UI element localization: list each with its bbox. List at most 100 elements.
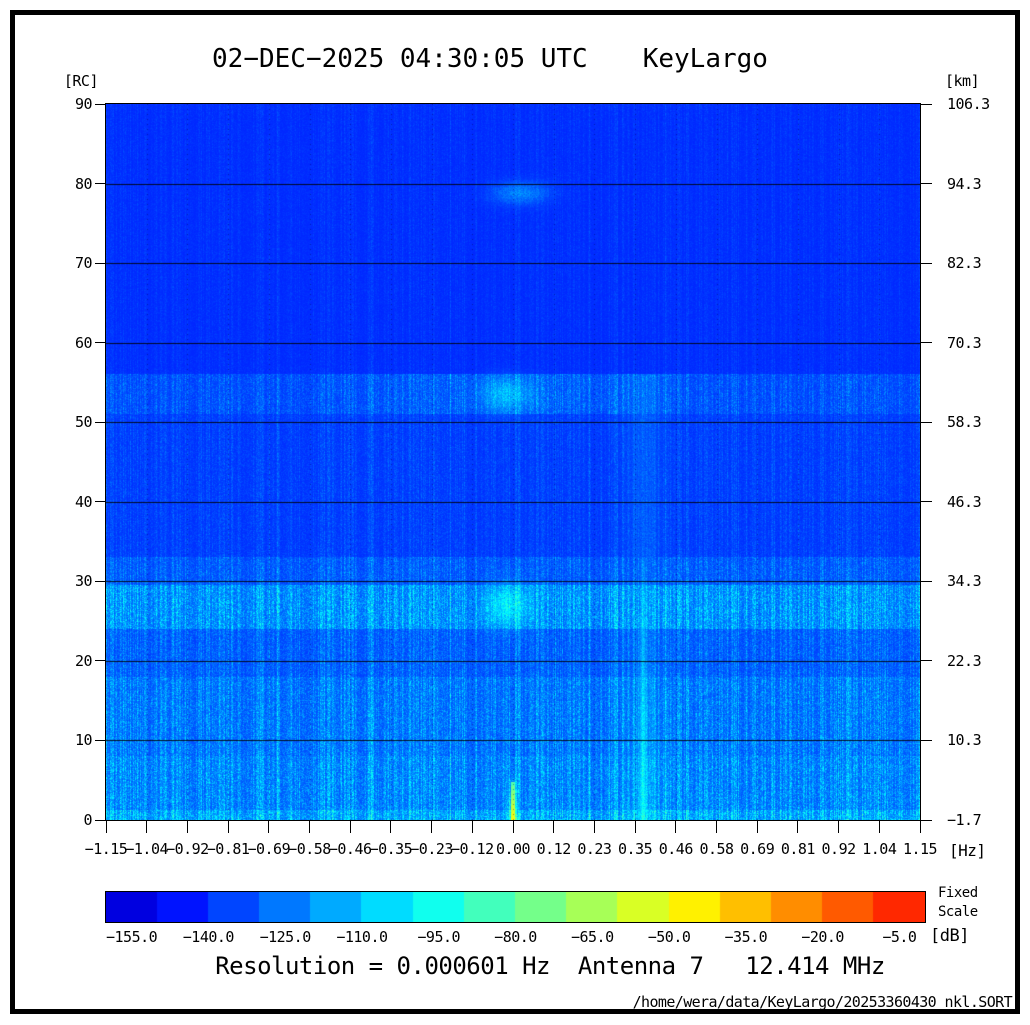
- colorbar-tick-label: −95.0: [417, 928, 461, 946]
- y-axis-tick-right: [921, 262, 932, 264]
- x-tick-label: 1.04: [862, 840, 897, 858]
- x-tick-label: −0.46: [328, 840, 372, 858]
- right-tick-label: 46.3: [947, 492, 982, 511]
- x-axis-tick: [593, 820, 595, 833]
- right-tick-label: 22.3: [947, 651, 982, 670]
- colorbar-tick-label: −50.0: [647, 928, 691, 946]
- y-axis-tick: [95, 819, 106, 821]
- right-tick-label: 10.3: [947, 731, 982, 750]
- x-axis-tick: [878, 820, 880, 833]
- file-path: /home/wera/data/KeyLargo/20253360430_nkl…: [632, 993, 1013, 1011]
- left-tick-label: 70: [74, 254, 93, 273]
- x-axis-tick: [471, 820, 473, 833]
- x-tick-label: 0.12: [536, 840, 572, 858]
- y-axis-tick-right: [921, 501, 932, 503]
- left-tick-label: 10: [74, 731, 93, 750]
- y-axis-tick-right: [921, 580, 932, 582]
- colorbar-tick-label: −155.0: [106, 928, 158, 946]
- x-tick-label: 0.00: [495, 840, 531, 858]
- x-axis-tick: [634, 820, 636, 833]
- left-tick-label: 30: [74, 572, 93, 591]
- colorbar-tick-label: −5.0: [882, 928, 917, 946]
- y-axis-tick-right: [921, 660, 932, 662]
- y-axis-tick: [95, 342, 106, 344]
- x-axis-tick: [349, 820, 351, 833]
- left-tick-label: 80: [74, 174, 93, 193]
- x-axis-tick: [227, 820, 229, 833]
- colorbar-canvas: [106, 892, 925, 922]
- y-axis-tick: [95, 103, 106, 105]
- colorbar-tick-label: −20.0: [801, 928, 844, 946]
- x-tick-label: 0.58: [699, 840, 734, 858]
- x-tick-label: 0.81: [780, 840, 816, 858]
- x-axis-tick: [919, 820, 921, 833]
- y-axis-tick-right: [921, 183, 932, 185]
- colorbar-scale-line2: Scale: [938, 904, 978, 920]
- colorbar-tick-label: −80.0: [494, 928, 537, 946]
- title-datetime: 02−DEC−2025 04:30:05 UTC: [212, 44, 588, 74]
- right-tick-label: 94.3: [947, 174, 982, 193]
- spectrogram-plot-area: [105, 103, 921, 821]
- x-axis-tick: [390, 820, 392, 833]
- x-tick-label: −0.92: [166, 840, 209, 858]
- y-axis-tick: [95, 501, 106, 503]
- x-tick-label: −0.58: [288, 840, 331, 858]
- colorbar-unit: [dB]: [930, 926, 969, 946]
- left-tick-label: 40: [74, 492, 93, 511]
- right-tick-label: 58.3: [947, 413, 982, 432]
- x-axis-tick: [268, 820, 270, 833]
- x-tick-label: −0.69: [247, 840, 291, 858]
- y-axis-tick: [95, 739, 106, 741]
- outer-border: [10, 10, 1020, 1014]
- x-tick-label: −1.04: [125, 840, 169, 858]
- left-tick-label: 60: [74, 333, 93, 352]
- x-axis-tick: [105, 820, 107, 833]
- resolution-info: Resolution = 0.000601 Hz Antenna 7 12.41…: [215, 952, 885, 980]
- x-axis-tick: [756, 820, 758, 833]
- colorbar-scale-mode: Fixed Scale: [938, 884, 978, 922]
- left-tick-label: 0: [83, 811, 92, 829]
- x-axis-tick: [797, 820, 799, 833]
- x-tick-label: −0.35: [369, 840, 413, 858]
- x-tick-label: −0.81: [206, 840, 250, 858]
- right-axis-unit: [km]: [945, 72, 980, 90]
- x-tick-label: −0.23: [410, 840, 453, 858]
- colorbar-scale-line1: Fixed: [938, 885, 978, 901]
- left-tick-label: 20: [74, 651, 93, 670]
- left-tick-label: 90: [74, 95, 93, 113]
- spectrogram-canvas: [106, 104, 920, 820]
- title-station: KeyLargo: [642, 44, 768, 74]
- y-axis-tick: [95, 183, 106, 185]
- y-axis-tick-right: [921, 739, 932, 741]
- left-axis-unit: [RC]: [63, 72, 99, 90]
- y-axis-tick: [95, 262, 106, 264]
- x-axis-tick: [675, 820, 677, 833]
- x-axis-tick: [431, 820, 433, 833]
- right-tick-label: −1.7: [947, 811, 982, 829]
- plot-title: 02−DEC−2025 04:30:05 UTC KeyLargo: [0, 44, 980, 74]
- x-axis-unit: [Hz]: [949, 841, 986, 860]
- x-axis-tick: [716, 820, 717, 833]
- y-axis-tick-right: [921, 819, 932, 821]
- x-axis-tick: [309, 820, 310, 833]
- x-axis-tick: [186, 820, 188, 833]
- x-axis-tick: [838, 820, 840, 833]
- y-axis-tick-right: [921, 421, 932, 423]
- y-axis-tick: [95, 580, 106, 582]
- colorbar-tick-label: −35.0: [724, 928, 768, 946]
- y-axis-tick: [95, 660, 106, 662]
- colorbar-tick-label: −140.0: [182, 928, 235, 946]
- x-axis-tick: [512, 820, 514, 833]
- x-tick-label: 0.92: [821, 840, 857, 858]
- y-axis-tick-right: [921, 103, 932, 105]
- y-axis-tick-right: [921, 342, 932, 344]
- x-tick-label: 1.15: [902, 840, 938, 858]
- colorbar-tick-label: −65.0: [570, 928, 614, 946]
- right-tick-label: 82.3: [947, 254, 982, 273]
- x-tick-label: −1.15: [84, 840, 128, 858]
- right-tick-label: 34.3: [947, 572, 982, 591]
- x-axis-tick: [553, 820, 555, 833]
- colorbar: [105, 891, 926, 923]
- right-tick-label: 70.3: [947, 333, 982, 352]
